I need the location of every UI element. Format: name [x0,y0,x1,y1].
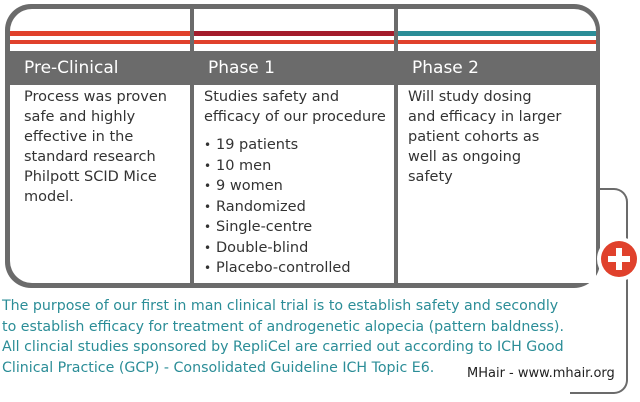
list-item: 19 patients [204,135,390,156]
column-phase-2: Phase 2 Will study dosing and efficacy i… [398,9,596,283]
column-header: Phase 1 [194,51,394,85]
list-item: Placebo-controlled [204,258,390,279]
footer-line: All clincial studies sponsored by RepliC… [2,339,564,355]
stripe-top [194,31,394,36]
body-line: effective in the [24,129,134,145]
column-header: Phase 2 [398,51,596,85]
stripe-top [398,31,596,36]
list-item: 10 men [204,156,390,177]
list-item: Double-blind [204,238,390,259]
column-body: Studies safety and efficacy of our proce… [204,87,390,279]
body-line: efficacy of our procedure [204,109,386,125]
stripe-top [10,31,190,36]
column-body: Process was proven safe and highly effec… [24,87,184,207]
body-line: Will study dosing [408,89,532,105]
footer-line: The purpose of our first in man clinical… [2,298,559,314]
watermark: MHair - www.mhair.org [467,366,615,381]
footer-text: The purpose of our first in man clinical… [2,296,602,378]
footer-line: to establish efficacy for treatment of a… [2,318,564,335]
stripe-bottom [398,40,596,44]
list-item: 9 women [204,176,390,197]
body-line: standard research [24,149,156,165]
connector-line [596,188,628,394]
footer-line: Clinical Practice (GCP) - Consolidated G… [2,359,435,376]
column-phase-1: Phase 1 Studies safety and efficacy of o… [194,9,394,283]
body-line: well as ongoing [408,149,522,165]
body-line: patient cohorts as [408,129,540,145]
column-body: Will study dosing and efficacy in larger… [408,87,590,187]
body-line: model. [24,189,74,205]
body-line: Studies safety and [204,89,340,105]
list-item: Single-centre [204,217,390,238]
connector-line-bottom [570,392,610,394]
column-header: Pre-Clinical [10,51,190,85]
medical-cross-icon [597,237,640,281]
list-item: Randomized [204,197,390,218]
stripe-bottom [10,40,190,44]
bullet-list: 19 patients 10 men 9 women Randomized Si… [204,135,390,279]
stripe-bottom [194,40,394,44]
body-line: safe and highly [24,109,136,125]
body-line: and efficacy in larger [408,109,562,125]
phase-frame: Pre-Clinical Process was proven safe and… [5,4,600,288]
body-line: Philpott SCID Mice [24,169,157,185]
body-line: safety [408,169,453,185]
body-line: Process was proven [24,89,167,105]
column-pre-clinical: Pre-Clinical Process was proven safe and… [10,9,190,283]
